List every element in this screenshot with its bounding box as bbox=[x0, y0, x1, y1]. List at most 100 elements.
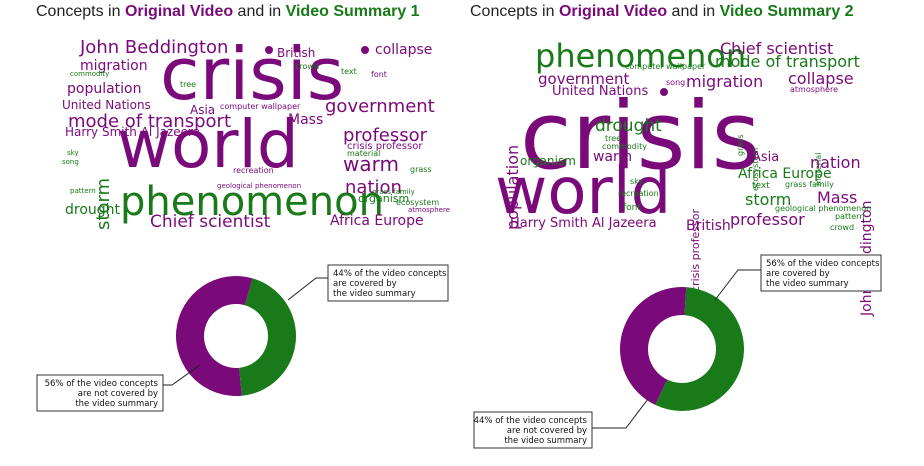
not-covered-leader-line bbox=[592, 398, 649, 429]
cloud-word: pattern bbox=[835, 212, 865, 221]
cloud-word: sky bbox=[630, 177, 644, 186]
title-text: Concepts in bbox=[36, 3, 125, 20]
cloud-word: mode of transport bbox=[68, 111, 232, 132]
not-covered-label-text: are not covered by bbox=[507, 426, 587, 436]
cloud-word: United Nations bbox=[62, 98, 151, 112]
cloud-word: warm bbox=[593, 149, 633, 165]
cloud-word: song bbox=[666, 78, 686, 87]
word-cloud-2: phenomenon Chief scientist mode of transpo… bbox=[490, 30, 890, 316]
cloud-word: text bbox=[341, 67, 357, 76]
cloud-word: text bbox=[752, 181, 770, 191]
covered-label-box bbox=[327, 264, 449, 302]
title-text: and in bbox=[667, 3, 720, 20]
cloud-word: recreation bbox=[233, 166, 274, 175]
cloud-word: world bbox=[117, 106, 299, 183]
cloud-word: government bbox=[538, 70, 630, 88]
cloud-word: grass bbox=[736, 134, 745, 156]
cloud-word: United Nations bbox=[552, 84, 649, 99]
covered-leader-line bbox=[714, 269, 761, 301]
cloud-word: crisis professor bbox=[347, 141, 423, 152]
cloud-word: organism bbox=[520, 154, 576, 168]
cloud-word: phenomenon bbox=[535, 37, 747, 75]
covered-label-text: 44% of the video concepts bbox=[333, 269, 447, 279]
covered-label-text: are covered by bbox=[333, 279, 397, 289]
cloud-word: material bbox=[347, 149, 381, 158]
cloud-word: professor bbox=[343, 125, 428, 146]
not-covered-label-text: the video summary bbox=[504, 436, 587, 446]
cloud-word: grass family bbox=[785, 180, 834, 189]
covered-leader-line bbox=[287, 277, 328, 301]
title-original-video: Original Video bbox=[558, 3, 668, 20]
not-covered-label-box bbox=[36, 374, 164, 412]
cloud-word: nation bbox=[810, 153, 861, 172]
cloud-word: song bbox=[62, 158, 79, 166]
cloud-word: Africa Europe bbox=[738, 166, 832, 182]
cloud-word: John Beddington bbox=[80, 37, 229, 58]
cloud-word: migration bbox=[80, 58, 148, 74]
not-covered-label-text: 44% of the video concepts bbox=[474, 416, 588, 426]
cloud-word: atmosphere bbox=[790, 85, 838, 94]
cloud-word: computer wallpaper bbox=[220, 102, 301, 111]
cloud-word: storm bbox=[745, 190, 792, 209]
cloud-dot-marker bbox=[361, 46, 369, 54]
covered-label-text: the video summary bbox=[766, 279, 849, 289]
cloud-word: world bbox=[495, 155, 672, 229]
cloud-word: nation bbox=[345, 177, 402, 198]
cloud-word: grass family bbox=[372, 188, 415, 196]
title-text: and in bbox=[233, 3, 286, 20]
cloud-word: geological phenomenon bbox=[775, 204, 872, 213]
cloud-word: Africa Europe bbox=[330, 213, 424, 229]
title-text: Concepts in bbox=[470, 3, 559, 20]
cloud-word: crowd bbox=[830, 223, 855, 232]
cloud-word: sky bbox=[67, 149, 79, 157]
cloud-word: Asia bbox=[190, 103, 216, 117]
not-covered-label-text: 56% of the video concepts bbox=[45, 379, 159, 389]
cloud-word: geological phenomenon bbox=[217, 182, 302, 190]
cloud-word: crowd bbox=[295, 62, 320, 71]
donut-slice-covered bbox=[239, 278, 296, 396]
cloud-word: mode of transport bbox=[715, 52, 860, 71]
cloud-word: pattern bbox=[70, 187, 96, 195]
cloud-word: recreation bbox=[618, 189, 659, 198]
cloud-word: atmosphere bbox=[408, 206, 450, 214]
cloud-word: collapse bbox=[788, 69, 854, 88]
cloud-word: commodity bbox=[602, 142, 647, 151]
cloud-word: collapse bbox=[375, 42, 433, 58]
cloud-word: crisis bbox=[160, 32, 345, 116]
cloud-word: Mass bbox=[288, 112, 324, 128]
cloud-word: British bbox=[277, 46, 316, 60]
word-cloud-1: crisis world phenomenon John Beddington Brit… bbox=[55, 30, 455, 245]
donut-slice-not-covered bbox=[619, 287, 687, 405]
cloud-word: font bbox=[371, 70, 387, 79]
cloud-word: warm bbox=[343, 152, 399, 176]
cloud-word: grass bbox=[410, 165, 432, 174]
title-original-video: Original Video bbox=[124, 3, 234, 20]
panel-1-title: Concepts in Original Video and in Video … bbox=[36, 3, 420, 21]
donut-slice-covered bbox=[655, 287, 744, 411]
covered-label-text: the video summary bbox=[333, 289, 416, 299]
covered-label-box bbox=[760, 254, 882, 292]
cloud-word: population bbox=[67, 81, 142, 97]
title-video-summary: Video Summary 2 bbox=[719, 3, 854, 20]
cloud-word: font bbox=[623, 203, 641, 213]
not-covered-label-text: are not covered by bbox=[78, 389, 158, 399]
cloud-dot-marker bbox=[660, 88, 668, 96]
cloud-word: commodity bbox=[70, 70, 110, 78]
not-covered-label-box bbox=[473, 411, 593, 449]
cloud-word: phenomenon bbox=[120, 179, 384, 225]
cloud-word: professor bbox=[730, 210, 805, 229]
title-video-summary: Video Summary 1 bbox=[285, 3, 420, 20]
not-covered-leader-line bbox=[163, 364, 201, 386]
cloud-word: organism bbox=[358, 192, 410, 205]
covered-label-text: are covered by bbox=[766, 269, 830, 279]
cloud-word: government bbox=[325, 96, 435, 117]
cloud-word: crisis bbox=[520, 82, 761, 191]
cloud-word: Harry Smith Al Jazeera bbox=[510, 216, 657, 231]
cloud-word: drought bbox=[595, 116, 662, 136]
donut-slice-not-covered bbox=[176, 276, 253, 396]
panel-2-title: Concepts in Original Video and in Video … bbox=[470, 3, 854, 21]
cloud-word: tree bbox=[180, 80, 197, 89]
